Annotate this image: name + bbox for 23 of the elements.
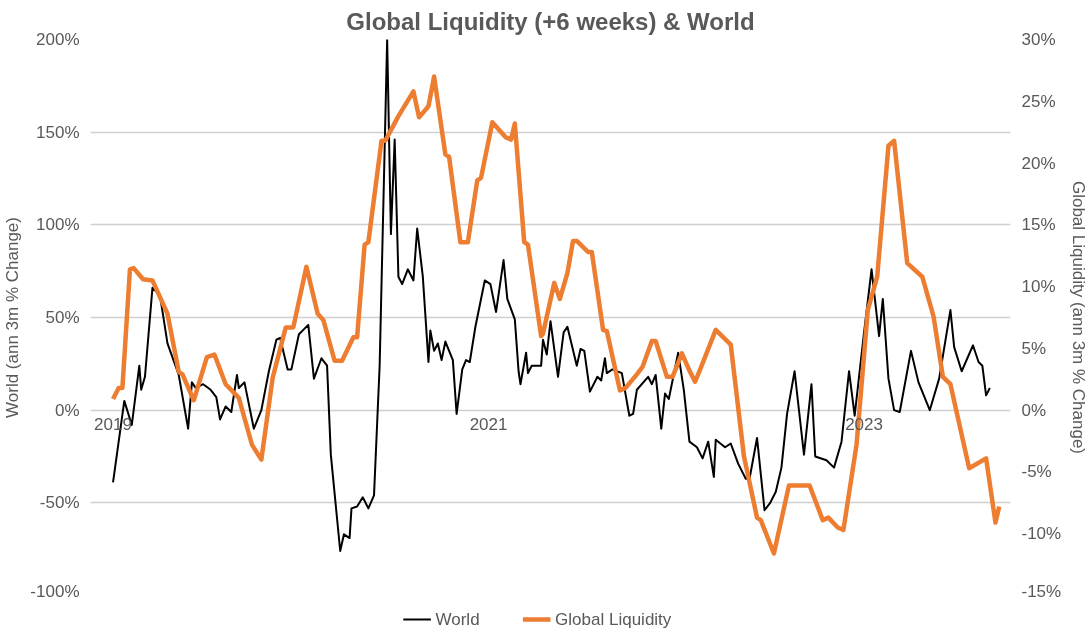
y-tick-label: 100% <box>36 215 80 235</box>
y-tick-label: 50% <box>45 308 80 327</box>
y2-tick-label: -5% <box>1021 462 1052 482</box>
y2-tick-label: 20% <box>1021 153 1056 173</box>
y-tick-label: -50% <box>39 493 80 513</box>
y2-tick-label: 25% <box>1021 91 1056 111</box>
chart-title: Global Liquidity (+6 weeks) & World <box>346 7 755 35</box>
y2-tick-label: 15% <box>1021 215 1056 235</box>
y-tick-label: 150% <box>36 122 80 142</box>
y-axis-title: World (ann 3m % Change) <box>3 217 23 418</box>
y-tick-label: 200% <box>36 30 80 49</box>
legend-label: World <box>435 610 480 629</box>
y2-tick-label: 5% <box>1021 338 1047 358</box>
y2-tick-label: 0% <box>1021 400 1047 420</box>
y-tick-label: 0% <box>54 400 80 420</box>
y2-axis-title: Global Liquidity (ann 3m % Change) <box>1069 180 1089 455</box>
x-tick-label: 2021 <box>469 415 508 435</box>
y2-tick-label: -10% <box>1021 524 1062 544</box>
y2-tick-label: -15% <box>1021 581 1062 601</box>
legend-label: Global Liquidity <box>555 610 672 629</box>
y2-tick-label: 30% <box>1021 30 1056 49</box>
y2-tick-label: 10% <box>1021 277 1056 297</box>
y-tick-label: -100% <box>30 581 80 601</box>
